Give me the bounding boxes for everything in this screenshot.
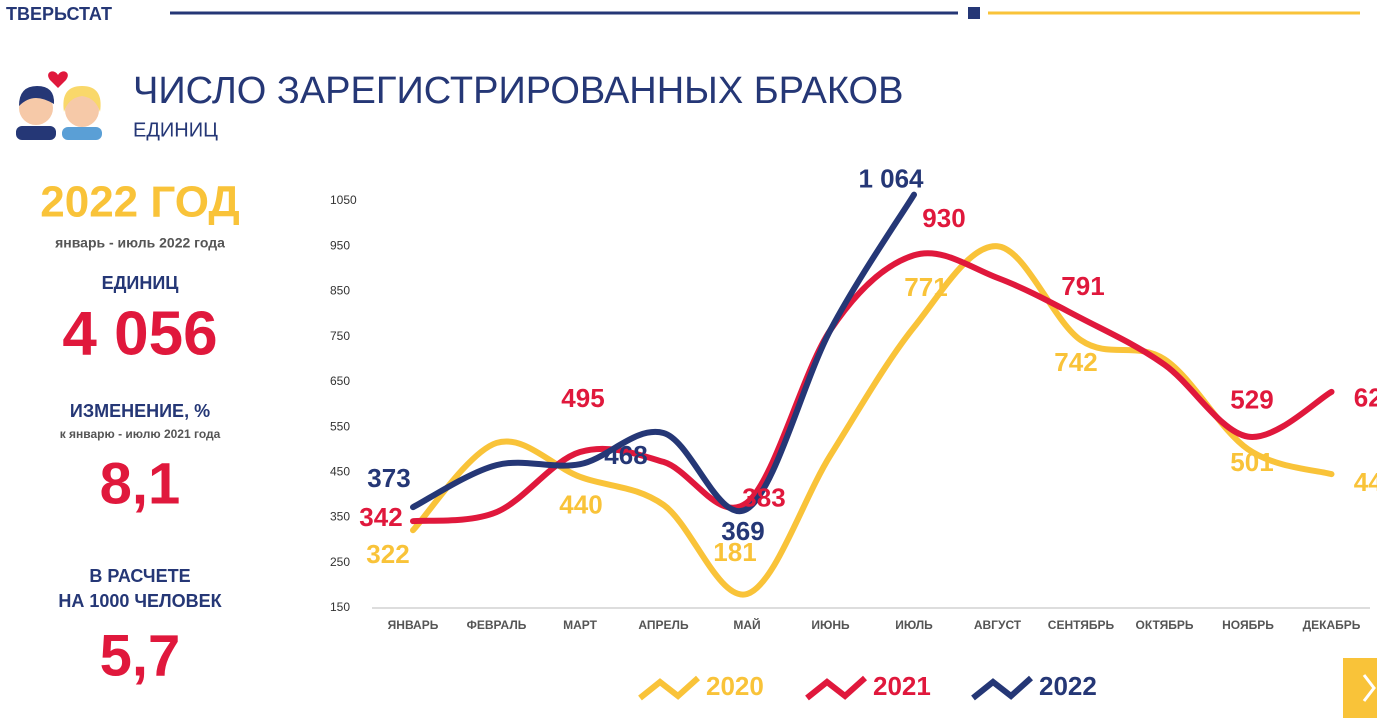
data-label: 742: [1054, 347, 1097, 377]
data-label: 771: [904, 272, 947, 302]
data-label: 322: [366, 539, 409, 569]
data-label: 383: [742, 483, 785, 513]
legend-swatch: [805, 675, 868, 701]
summary-units-label: ЕДИНИЦ: [102, 273, 180, 293]
x-tick-label: ЯНВАРЬ: [388, 618, 439, 632]
data-label: 495: [561, 383, 604, 413]
summary-units-value: 4 056: [62, 299, 217, 368]
x-tick-label: ИЮЛЬ: [895, 618, 933, 632]
legend-label: 2022: [1039, 671, 1097, 701]
y-tick-label: 1050: [330, 193, 357, 207]
data-label: 373: [367, 463, 410, 493]
title: ЧИСЛО ЗАРЕГИСТРИРОВАННЫХ БРАКОВ: [133, 70, 903, 112]
summary-year: 2022 ГОД: [40, 178, 239, 227]
y-tick-label: 550: [330, 419, 350, 433]
x-tick-label: МАРТ: [563, 618, 598, 632]
x-tick-label: АПРЕЛЬ: [638, 618, 689, 632]
y-tick-label: 150: [330, 600, 350, 614]
x-tick-label: ОКТЯБРЬ: [1135, 618, 1193, 632]
summary-period: январь - июль 2022 года: [55, 235, 225, 251]
summary-rate-value: 5,7: [100, 623, 181, 688]
next-chevron[interactable]: [1362, 674, 1376, 702]
next-button-bg[interactable]: [1343, 658, 1377, 718]
subtitle: ЕДИНИЦ: [133, 119, 218, 141]
data-label: 342: [359, 502, 402, 532]
summary-change-value: 8,1: [100, 451, 181, 516]
series-line: [410, 243, 1335, 598]
data-label: 529: [1230, 384, 1273, 414]
summary-change-note: к январю - июлю 2021 года: [60, 427, 221, 441]
brand: ТВЕРЬСТАТ: [6, 4, 112, 24]
data-label: 628: [1354, 383, 1377, 413]
y-tick-label: 750: [330, 329, 350, 343]
x-tick-label: АВГУСТ: [974, 618, 1022, 632]
legend-swatch: [638, 675, 701, 701]
data-label: 791: [1061, 271, 1104, 301]
legend-swatch: [971, 675, 1034, 701]
series-line: [410, 250, 1335, 525]
plot: 150 250 350 450 550 650 750 850 950 1050 ЯНВАРЬ ФЕВ…: [330, 164, 1377, 701]
data-label: 369: [721, 516, 764, 546]
data-label: 446: [1354, 467, 1377, 497]
series-line: [410, 191, 917, 515]
y-tick-label: 950: [330, 238, 350, 252]
summary-change-label: ИЗМЕНЕНИЕ, %: [70, 401, 210, 421]
data-label: 440: [559, 490, 602, 520]
y-tick-label: 850: [330, 284, 350, 298]
x-tick-label: СЕНТЯБРЬ: [1048, 618, 1115, 632]
legend-label: 2021: [873, 671, 931, 701]
x-tick-label: ИЮНЬ: [811, 618, 850, 632]
summary-rate-label: НА 1000 ЧЕЛОВЕК: [58, 591, 222, 611]
couple-icon: [16, 71, 102, 140]
y-tick-label: 450: [330, 465, 350, 479]
y-tick-label: 250: [330, 555, 350, 569]
y-tick-label: 350: [330, 510, 350, 524]
x-tick-label: ДЕКАБРЬ: [1303, 618, 1361, 632]
data-label: 468: [604, 440, 647, 470]
summary-rate-label: В РАСЧЕТЕ: [89, 566, 190, 586]
data-label: 501: [1230, 447, 1273, 477]
summary: 2022 ГОД январь - июль 2022 года ЕДИНИЦ …: [40, 178, 239, 689]
x-tick-label: НОЯБРЬ: [1222, 618, 1274, 632]
data-label: 1 064: [858, 164, 924, 194]
data-label: 930: [922, 203, 965, 233]
x-tick-label: ФЕВРАЛЬ: [467, 618, 527, 632]
next-button[interactable]: [1343, 658, 1377, 718]
y-tick-label: 650: [330, 374, 350, 388]
legend-label: 2020: [706, 671, 764, 701]
header-square: [968, 7, 980, 19]
data-label: 181: [713, 537, 756, 567]
x-tick-label: МАЙ: [733, 617, 760, 632]
